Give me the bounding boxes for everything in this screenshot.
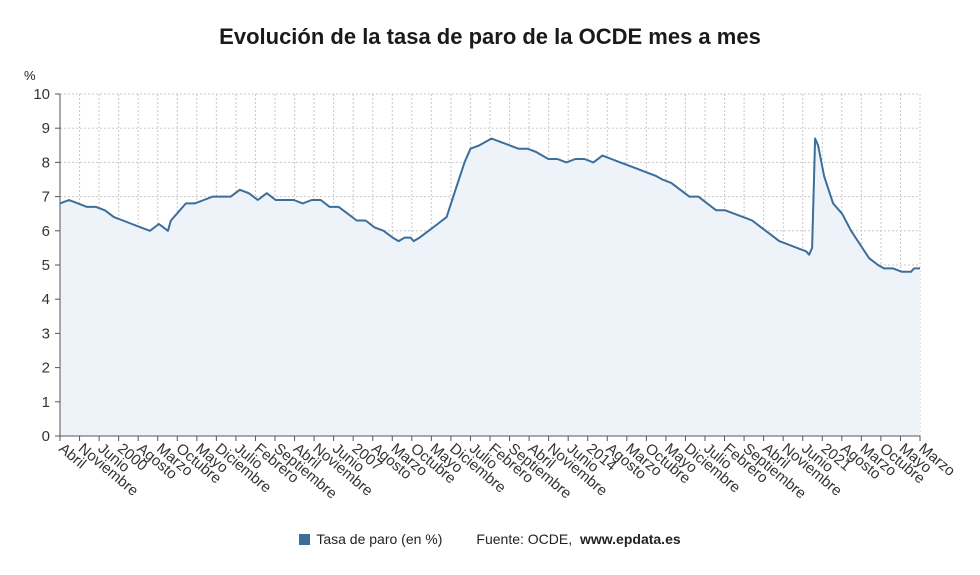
y-tick-label: 4 xyxy=(42,291,50,308)
legend-swatch xyxy=(299,533,311,545)
y-tick-label: 9 xyxy=(42,120,50,137)
y-tick-label: 1 xyxy=(42,394,50,411)
source-label: Fuente: OCDE, xyxy=(476,531,573,547)
y-tick-label: 3 xyxy=(42,325,50,342)
y-tick-label: 6 xyxy=(42,223,50,240)
axes xyxy=(55,93,921,441)
series-line[interactable] xyxy=(59,137,920,273)
source-site[interactable]: www.epdata.es xyxy=(580,531,681,547)
source: Fuente: OCDE, www.epdata.es xyxy=(476,531,680,547)
y-tick-label: 10 xyxy=(33,86,50,103)
y-tick-label: 5 xyxy=(42,257,50,274)
legend-item[interactable]: Tasa de paro (en %) xyxy=(299,531,442,547)
chart-title: Evolución de la tasa de paro de la OCDE … xyxy=(219,24,761,49)
y-tick-label: 7 xyxy=(42,189,50,206)
x-tick-labels: AbrilNoviembreJunio2000AgostoMarzoOctubr… xyxy=(55,440,958,502)
series-area xyxy=(60,138,920,436)
legend-label: Tasa de paro (en %) xyxy=(316,531,443,547)
y-tick-label: 0 xyxy=(42,428,50,445)
legend: Tasa de paro (en %) Fuente: OCDE, www.ep… xyxy=(0,531,980,547)
line-layer xyxy=(59,137,920,273)
area-layer xyxy=(60,138,920,436)
y-tick-label: 2 xyxy=(42,360,50,377)
y-unit-label: % xyxy=(24,68,36,83)
y-tick-labels: 0 1 2 3 4 5 6 7 8 9 10 xyxy=(33,86,50,445)
y-tick-label: 8 xyxy=(42,154,50,171)
